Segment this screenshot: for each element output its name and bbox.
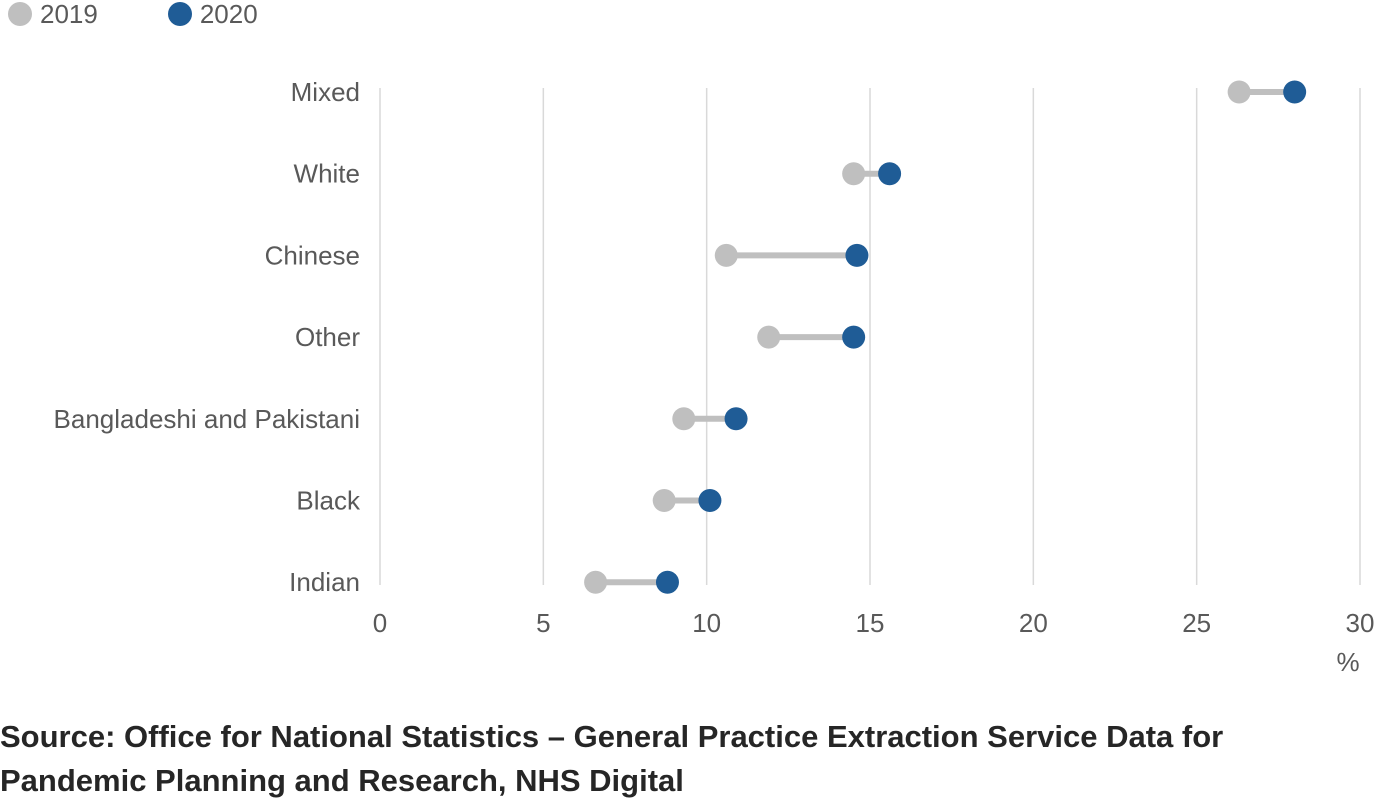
point-2019-bangladeshi-and-pakistani	[672, 407, 696, 431]
point-2020-other	[842, 325, 866, 349]
legend-label-2020: 2020	[199, 0, 258, 29]
legend-item-2020: 2020	[167, 0, 258, 30]
x-tick-label: 0	[373, 608, 387, 638]
category-label-chinese: Chinese	[265, 240, 360, 270]
x-tick-label: 25	[1182, 608, 1211, 638]
point-2019-black	[652, 489, 676, 512]
point-2020-mixed	[1283, 80, 1307, 104]
point-2020-bangladeshi-and-pakistani	[724, 407, 748, 431]
dumbbell-chart: 0 5 10 15 20 25 30% Mixed White Chinese Other Bangl…	[54, 77, 1375, 677]
point-2019-white	[842, 162, 866, 186]
x-axis-unit-label: %	[1336, 647, 1359, 677]
point-2019-indian	[584, 570, 608, 594]
legend-marker-2020	[167, 2, 192, 26]
point-2019-chinese	[714, 243, 738, 267]
category-label-mixed: Mixed	[291, 77, 360, 107]
x-tick-label: 30	[1346, 608, 1375, 638]
category-label-other: Other	[295, 322, 360, 352]
x-tick-label: 10	[692, 608, 721, 638]
category-label-white: White	[294, 159, 360, 189]
x-tick-label: 5	[536, 608, 550, 638]
point-2020-chinese	[845, 243, 869, 267]
category-label-bangladeshi-and-pakistani: Bangladeshi and Pakistani	[54, 404, 360, 434]
point-2019-mixed	[1227, 80, 1251, 104]
point-2020-black	[698, 489, 722, 512]
source-note: Source: Office for National Statistics –…	[0, 719, 1224, 798]
point-2020-indian	[655, 570, 679, 594]
legend-item-2019: 2019	[8, 0, 98, 30]
point-2019-other	[757, 325, 781, 349]
x-tick-label: 15	[856, 608, 885, 638]
legend-marker-2019	[8, 2, 32, 26]
category-label-indian: Indian	[289, 567, 360, 597]
legend: 2019 2020	[8, 0, 328, 30]
x-tick-label: 20	[1019, 608, 1048, 638]
point-2020-white	[878, 162, 902, 186]
legend-label-2019: 2019	[40, 0, 98, 29]
category-label-black: Black	[296, 486, 361, 516]
